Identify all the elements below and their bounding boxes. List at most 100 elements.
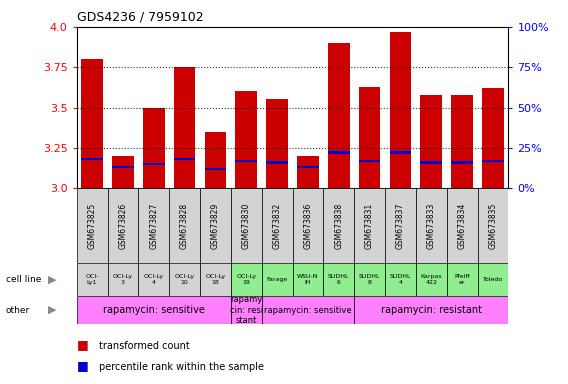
Text: OCI-
Ly1: OCI- Ly1 (85, 274, 99, 285)
Text: GSM673831: GSM673831 (365, 202, 374, 249)
Bar (420, 94, 442, 188)
Text: rapamycin: resistant: rapamycin: resistant (381, 305, 482, 315)
Text: rapamycin: sensitive: rapamycin: sensitive (103, 305, 204, 315)
Bar (328, 151, 349, 154)
Bar (262, 296, 354, 324)
Bar (231, 296, 262, 324)
Bar (452, 94, 473, 188)
Text: ▶: ▶ (48, 305, 57, 315)
Text: GSM673827: GSM673827 (149, 202, 158, 249)
Bar (416, 263, 446, 296)
Bar (385, 188, 416, 263)
Bar (420, 161, 442, 164)
Bar (174, 158, 195, 161)
Text: GSM673835: GSM673835 (488, 202, 498, 249)
Bar (112, 166, 133, 169)
Bar (204, 132, 226, 188)
Text: Toledo: Toledo (483, 277, 503, 282)
Bar (107, 188, 139, 263)
Text: OCI-Ly
4: OCI-Ly 4 (144, 274, 164, 285)
Text: GSM673832: GSM673832 (273, 202, 282, 249)
Bar (482, 88, 504, 188)
Text: GSM673830: GSM673830 (242, 202, 250, 249)
Bar (236, 159, 257, 162)
Bar (200, 263, 231, 296)
Text: SUDHL
4: SUDHL 4 (390, 274, 411, 285)
Text: transformed count: transformed count (99, 341, 190, 351)
Text: Pfeiff
er: Pfeiff er (454, 274, 470, 285)
Bar (328, 43, 349, 188)
Text: GSM673828: GSM673828 (180, 202, 189, 249)
Bar (293, 263, 323, 296)
Bar (359, 159, 381, 162)
Text: GSM673826: GSM673826 (119, 202, 127, 249)
Bar (293, 188, 323, 263)
Text: GDS4236 / 7959102: GDS4236 / 7959102 (77, 10, 203, 23)
Bar (231, 263, 262, 296)
Bar (297, 166, 319, 169)
Bar (112, 156, 133, 188)
Bar (139, 188, 169, 263)
Bar (446, 263, 478, 296)
Bar (323, 263, 354, 296)
Bar (169, 263, 200, 296)
Bar (231, 188, 262, 263)
Bar (77, 263, 107, 296)
Bar (354, 188, 385, 263)
Text: rapamycin: sensitive: rapamycin: sensitive (264, 306, 352, 314)
Text: OCI-Ly
19: OCI-Ly 19 (236, 274, 256, 285)
Bar (478, 263, 508, 296)
Bar (262, 188, 293, 263)
Bar (478, 188, 508, 263)
Text: percentile rank within the sample: percentile rank within the sample (99, 362, 264, 372)
Text: SUDHL
6: SUDHL 6 (328, 274, 349, 285)
Bar (139, 263, 169, 296)
Text: ■: ■ (77, 359, 89, 372)
Text: GSM673829: GSM673829 (211, 202, 220, 249)
Bar (482, 159, 504, 162)
Text: ■: ■ (77, 338, 89, 351)
Bar (262, 263, 293, 296)
Text: GSM673836: GSM673836 (303, 202, 312, 249)
Bar (143, 163, 165, 165)
Bar (446, 188, 478, 263)
Text: rapamy
cin: resi
stant: rapamy cin: resi stant (229, 295, 263, 325)
Text: GSM673837: GSM673837 (396, 202, 405, 249)
Bar (266, 99, 288, 188)
Bar (107, 263, 139, 296)
Text: OCI-Ly
3: OCI-Ly 3 (113, 274, 133, 285)
Text: OCI-Ly
18: OCI-Ly 18 (206, 274, 225, 285)
Text: cell line: cell line (6, 275, 41, 284)
Text: GSM673834: GSM673834 (458, 202, 466, 249)
Text: Farage: Farage (266, 277, 288, 282)
Bar (81, 59, 103, 188)
Text: GSM673833: GSM673833 (427, 202, 436, 249)
Text: WSU-N
IH: WSU-N IH (297, 274, 319, 285)
Text: GSM673838: GSM673838 (335, 202, 343, 249)
Text: GSM673825: GSM673825 (87, 202, 97, 249)
Bar (359, 86, 381, 188)
Text: other: other (6, 306, 30, 314)
Bar (77, 188, 107, 263)
Text: OCI-Ly
10: OCI-Ly 10 (174, 274, 195, 285)
Bar (385, 263, 416, 296)
Bar (266, 161, 288, 164)
Bar (204, 167, 226, 170)
Bar (169, 188, 200, 263)
Bar (174, 67, 195, 188)
Bar (390, 32, 411, 188)
Bar (390, 151, 411, 154)
Text: Karpas
422: Karpas 422 (420, 274, 442, 285)
Bar (81, 158, 103, 161)
Bar (236, 91, 257, 188)
Bar (323, 188, 354, 263)
Bar (77, 296, 231, 324)
Bar (354, 263, 385, 296)
Bar (452, 161, 473, 164)
Bar (416, 188, 446, 263)
Bar (354, 296, 508, 324)
Bar (143, 108, 165, 188)
Text: ▶: ▶ (48, 274, 57, 285)
Bar (297, 156, 319, 188)
Text: SUDHL
8: SUDHL 8 (359, 274, 381, 285)
